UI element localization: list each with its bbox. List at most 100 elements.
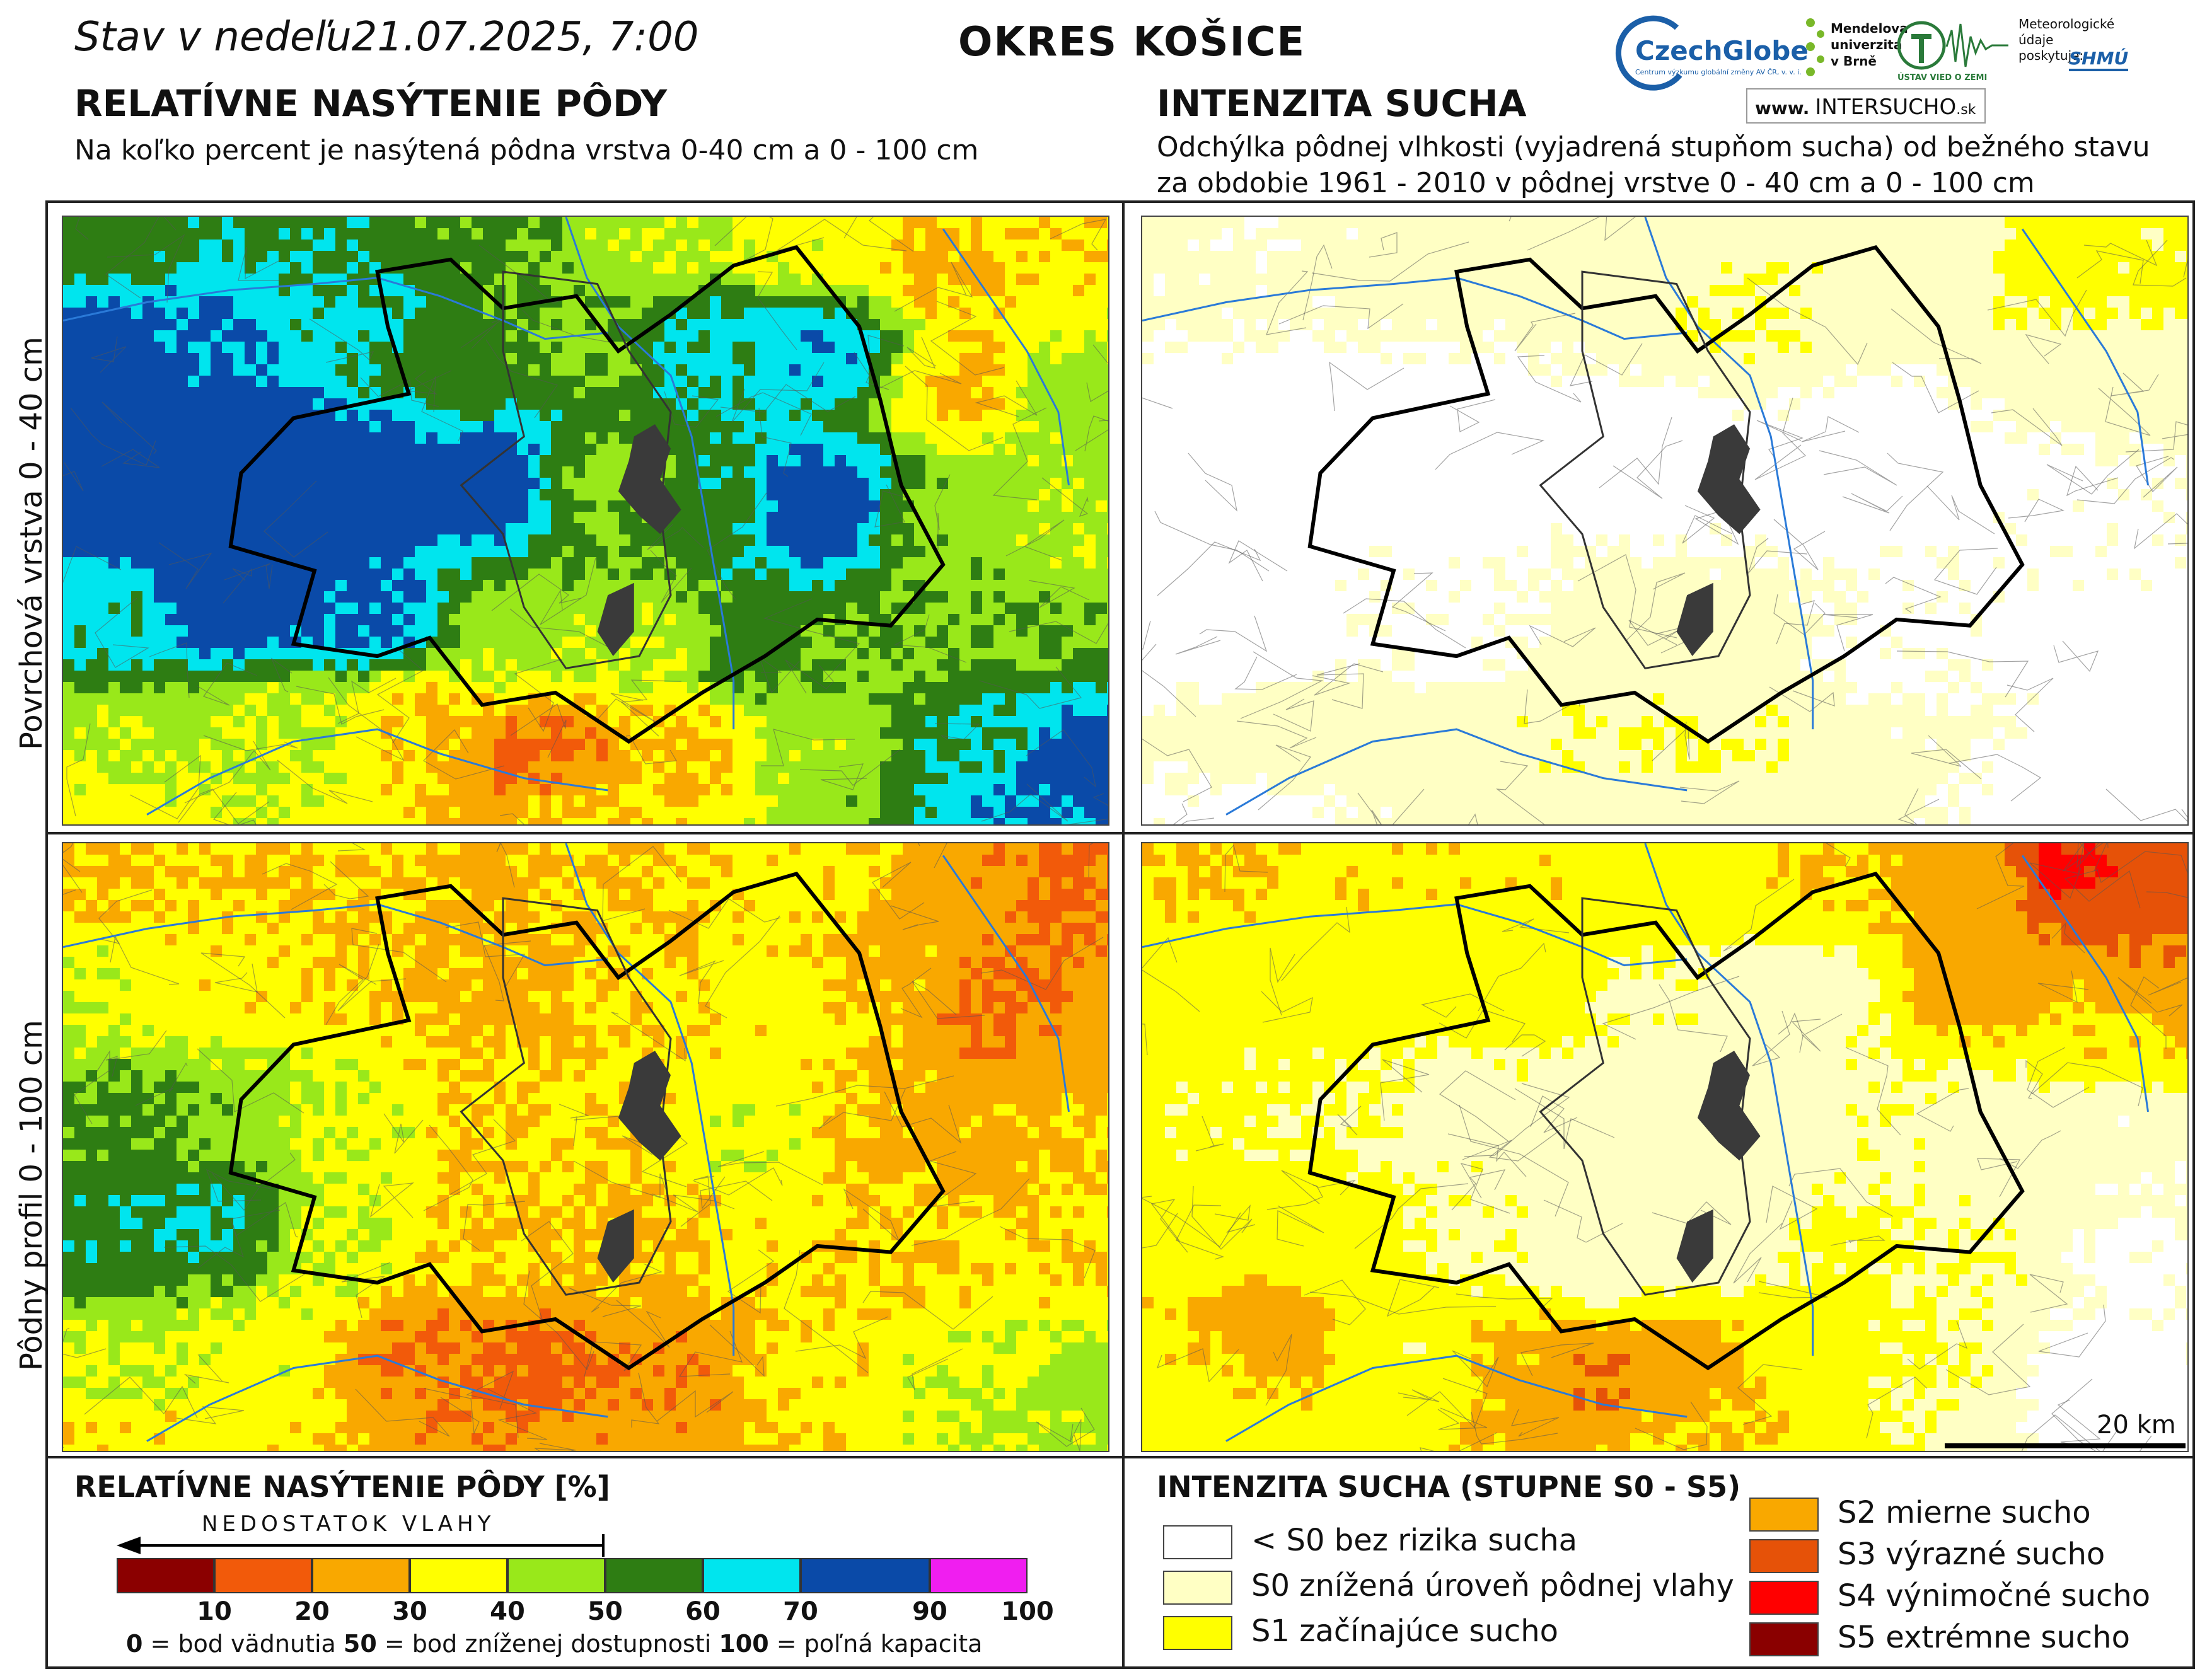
- river: [1644, 843, 1814, 1356]
- scale-cell-5: [507, 1558, 605, 1593]
- uvzsv-name: ÚSTAV VIED O ZEMI: [1897, 73, 1987, 83]
- intersucho-link[interactable]: www. INTERSUCHO.sk: [1746, 88, 1986, 124]
- caption-50: 50: [344, 1630, 377, 1658]
- mendelu-logo: Mendelova univerzita v Brně: [1803, 15, 1908, 97]
- saturation-ticks: 10 20 30 40 50 60 70 90 100: [117, 1593, 1054, 1626]
- urban-area: [1676, 1209, 1713, 1283]
- map-saturation-profile[interactable]: [62, 842, 1109, 1452]
- meteo-line-1: Meteorologické: [2018, 16, 2114, 32]
- river: [565, 843, 735, 1356]
- mendelu-line-3: v Brně: [1831, 53, 1908, 69]
- map-drought-topsoil[interactable]: [1141, 216, 2189, 826]
- tick-label: 90: [912, 1597, 947, 1626]
- map-canvas: [1142, 843, 2187, 1451]
- caption-0: 0: [126, 1630, 142, 1658]
- tick-label: 50: [588, 1597, 623, 1626]
- right-section-subtitle-2: za obdobie 1961 - 2010 v pôdnej vrstve 0…: [1157, 165, 2035, 202]
- drought-class-swatch: [1163, 1616, 1232, 1650]
- url-brand: INTERSUCHO: [1815, 95, 1956, 120]
- river: [942, 228, 1070, 486]
- scale-cell-1: [117, 1558, 214, 1593]
- drought-class-label: S0 znížená úroveň pôdnej vlahy: [1251, 1568, 1734, 1603]
- mendelu-line-2: univerzita: [1831, 37, 1908, 53]
- tick-label: 40: [490, 1597, 525, 1626]
- scale-cell-4: [410, 1558, 507, 1593]
- tick-label: 10: [197, 1597, 232, 1626]
- subdistrict-boundary: [1539, 897, 1751, 1296]
- drought-class-swatch: [1749, 1498, 1819, 1532]
- caption-0-text: = bod vädnutia: [142, 1630, 343, 1658]
- czechglobe-logo: CzechGlobe Centrum výzkumu globální změn…: [1614, 15, 1809, 91]
- right-section-subtitle-1: Odchýlka pôdnej vlhkosti (vyjadrená stup…: [1157, 129, 2150, 166]
- legend-right-title: INTENZITA SUCHA (STUPNE S0 - S5): [1157, 1470, 1740, 1504]
- urban-area: [1697, 1051, 1761, 1161]
- meteo-line-2: údaje: [2018, 32, 2114, 48]
- partner-logos: CzechGlobe Centrum výzkumu globální změn…: [1601, 9, 2143, 129]
- urban-area: [597, 1209, 634, 1283]
- raster-cells: [1142, 217, 2187, 824]
- figure-frame: [45, 200, 2195, 1669]
- saturation-caption: 0 = bod vädnutia 50 = bod zníženej dostu…: [126, 1630, 982, 1658]
- legend-left-title: RELATÍVNE NASÝTENIE PÔDY [%]: [74, 1470, 610, 1504]
- caption-100: 100: [719, 1630, 768, 1658]
- map-canvas: [1142, 217, 2187, 824]
- municipal-boundaries: [63, 217, 1108, 824]
- scale-cell-7: [703, 1558, 801, 1593]
- map-drought-profile[interactable]: [1141, 842, 2189, 1452]
- river: [146, 728, 608, 816]
- urban-area: [597, 582, 634, 656]
- district-boundary: [228, 245, 946, 744]
- scale-cell-3: [312, 1558, 410, 1593]
- river: [2021, 228, 2149, 486]
- river: [565, 217, 735, 730]
- municipal-boundaries: [1142, 217, 2187, 824]
- row-label-bottom: Pôdny profil 0 - 100 cm: [14, 1020, 49, 1371]
- district-boundary: [1307, 871, 2025, 1371]
- subdistrict-boundary: [1539, 270, 1751, 669]
- drought-class-swatch: [1749, 1622, 1819, 1656]
- tick-label: 70: [783, 1597, 818, 1626]
- drought-class-swatch: [1163, 1571, 1232, 1605]
- district-title: OKRES KOŠICE: [958, 19, 1306, 66]
- meteo-line-3: poskytuje:: [2018, 48, 2114, 64]
- drought-class-swatch: [1749, 1539, 1819, 1573]
- subdistrict-boundary: [460, 897, 672, 1296]
- caption-50-text: = bod zníženej dostupnosti: [377, 1630, 719, 1658]
- district-boundary: [228, 871, 946, 1371]
- municipal-boundaries: [63, 843, 1108, 1451]
- czechglobe-name: CzechGlobe: [1635, 35, 1809, 66]
- row-divider: [45, 832, 2195, 834]
- scale-cell-8: [801, 1558, 930, 1593]
- drought-class-label: S1 začínajúce sucho: [1251, 1613, 1558, 1649]
- scale-cell-6: [605, 1558, 703, 1593]
- drought-class-label: S4 výnimočné sucho: [1838, 1578, 2150, 1613]
- river: [146, 1354, 608, 1442]
- river: [2021, 855, 2149, 1112]
- legend-divider: [45, 1456, 2195, 1458]
- river: [942, 855, 1070, 1112]
- left-section-subtitle: Na koľko percent je nasýtená pôdna vrstv…: [74, 132, 978, 169]
- deficit-arrow-label: NEDOSTATOK VLAHY: [202, 1511, 495, 1537]
- tick-label: 20: [294, 1597, 330, 1626]
- river: [1644, 217, 1814, 730]
- url-prefix: www.: [1755, 98, 1809, 118]
- mendelu-line-1: Mendelova: [1831, 20, 1908, 37]
- drought-class-swatch: [1163, 1525, 1232, 1559]
- drought-class-label: S3 výrazné sucho: [1838, 1537, 2105, 1572]
- scale-bar-label: 20 km: [2097, 1411, 2176, 1440]
- drought-class-swatch: [1749, 1581, 1819, 1615]
- drought-class-label: S5 extrémne sucho: [1838, 1620, 2130, 1655]
- river: [1225, 728, 1688, 816]
- raster-cells: [63, 843, 1108, 1451]
- scale-cell-9: [930, 1558, 1028, 1593]
- tick-label: 60: [685, 1597, 721, 1626]
- center-divider: [1122, 200, 1125, 1669]
- left-section-title: RELATÍVNE NASÝTENIE PÔDY: [74, 82, 667, 125]
- map-canvas: [63, 217, 1108, 824]
- czechglobe-subtitle: Centrum výzkumu globální změny AV ČR, v.…: [1635, 68, 1802, 76]
- map-saturation-topsoil[interactable]: [62, 216, 1109, 826]
- right-section-title: INTENZITA SUCHA: [1157, 82, 1527, 125]
- tick-label: 30: [392, 1597, 427, 1626]
- subdistrict-boundary: [460, 270, 672, 669]
- tick-label: 100: [1001, 1597, 1054, 1626]
